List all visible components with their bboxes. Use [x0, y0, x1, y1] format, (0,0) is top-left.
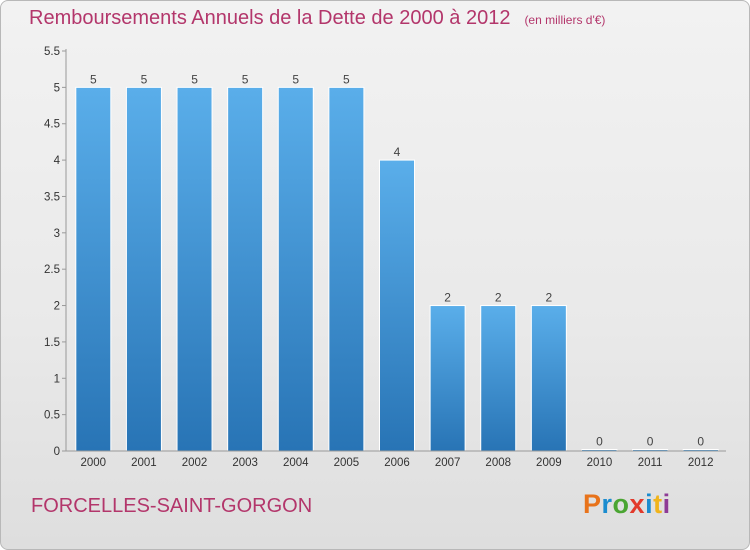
- y-tick-label: 2.5: [44, 264, 60, 276]
- bar-2005: [328, 86, 365, 452]
- logo-letter: i: [662, 489, 671, 519]
- bar-2009: [530, 305, 567, 452]
- data-label-2005: 5: [343, 72, 350, 86]
- logo-letter: r: [601, 489, 613, 519]
- data-label-2000: 5: [90, 72, 97, 86]
- data-label-2009: 2: [546, 291, 553, 305]
- logo-letter: P: [583, 489, 602, 519]
- y-axis: 0 0.5 1 1.5 2 2.5 3 3.5 4 4.5 5 5.5: [44, 46, 67, 458]
- y-tick-label: 3.5: [44, 191, 60, 203]
- bar-2006: [379, 159, 415, 452]
- bar-2001: [125, 86, 162, 452]
- logo-letter: t: [653, 489, 663, 519]
- x-axis: 2000 2001 2002 2003 2004 2005 2006 2007 2008 2009…: [66, 450, 726, 469]
- y-tick-label: 1: [54, 373, 60, 385]
- bar-2002: [176, 86, 213, 452]
- x-tick-label: 2002: [182, 457, 208, 469]
- data-label-2001: 5: [141, 72, 148, 86]
- proxiti-logo[interactable]: Proxiti: [583, 489, 671, 520]
- x-tick-label: 2005: [334, 457, 360, 469]
- chart-title: Remboursements Annuels de la Dette de 20…: [29, 7, 605, 30]
- chart-unit: (en milliers d'€): [524, 13, 606, 27]
- y-tick-label: 0.5: [44, 410, 60, 422]
- bar-2004: [277, 86, 314, 452]
- data-label-2006: 4: [394, 145, 401, 159]
- x-tick-label: 2004: [283, 457, 309, 469]
- commune-name: FORCELLES-SAINT-GORGON: [31, 495, 313, 517]
- data-label-2003: 5: [242, 72, 249, 86]
- x-tick-label: 2009: [536, 457, 562, 469]
- data-label-2002: 5: [191, 72, 198, 86]
- x-tick-label: 2000: [81, 457, 107, 469]
- y-tick-label: 4: [54, 155, 61, 167]
- data-label-2004: 5: [292, 72, 299, 86]
- x-tick-label: 2010: [587, 457, 613, 469]
- data-label-2007: 2: [444, 291, 451, 305]
- y-tick-label: 4.5: [44, 119, 60, 131]
- bars: 5 5 5 5 5 5 4 2 2 2 0 0 0: [75, 72, 719, 452]
- y-tick-label: 0: [54, 446, 60, 458]
- logo-letter: i: [645, 489, 654, 519]
- logo-letter: x: [629, 489, 646, 519]
- x-tick-label: 2008: [485, 457, 511, 469]
- data-label-2010: 0: [596, 435, 603, 449]
- y-tick-label: 5: [54, 82, 60, 94]
- x-tick-label: 2011: [638, 457, 663, 469]
- logo-letter: o: [612, 489, 630, 519]
- bar-2003: [227, 86, 264, 452]
- x-tick-label: 2006: [384, 457, 410, 469]
- data-label-2011: 0: [647, 435, 654, 449]
- bar-2008: [480, 305, 517, 452]
- bar-2007: [429, 305, 466, 452]
- data-label-2012: 0: [697, 435, 704, 449]
- x-tick-label: 2003: [232, 457, 258, 469]
- data-label-2008: 2: [495, 291, 502, 305]
- y-tick-label: 1.5: [44, 337, 60, 349]
- chart-title-text: Remboursements Annuels de la Dette de 20…: [29, 7, 511, 29]
- y-tick-label: 5.5: [44, 46, 60, 58]
- x-tick-label: 2007: [435, 457, 461, 469]
- bar-2000: [75, 86, 112, 452]
- y-tick-label: 2: [54, 301, 60, 313]
- y-tick-label: 3: [54, 228, 60, 240]
- x-tick-label: 2001: [131, 457, 157, 469]
- x-tick-label: 2012: [688, 457, 714, 469]
